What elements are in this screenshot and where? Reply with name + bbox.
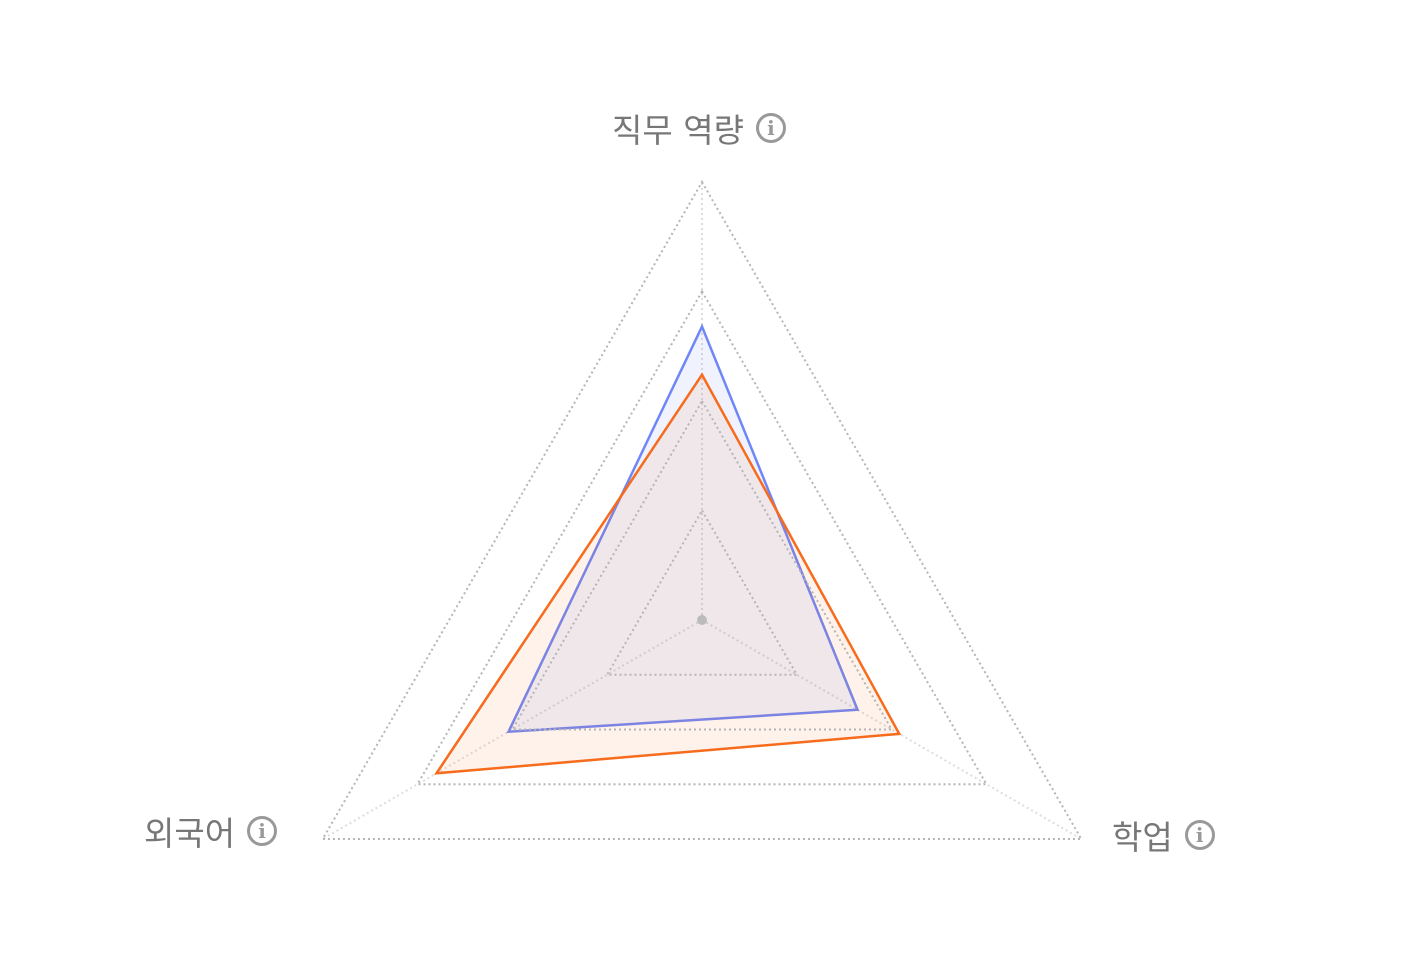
center-point — [697, 615, 707, 625]
info-circle-icon[interactable]: i — [247, 816, 278, 846]
axis-label-academics: 학업 i — [1112, 811, 1215, 859]
axis-label-text: 학업 — [1112, 818, 1173, 857]
grid-ring — [320, 179, 1084, 840]
series-1-polygon — [433, 372, 902, 775]
axis-label-job-skill: 직무 역량 i — [612, 104, 786, 152]
info-circle-icon[interactable]: i — [755, 113, 786, 143]
axis-spoke — [701, 619, 1082, 840]
axis-label-text: 직무 역량 — [612, 111, 744, 150]
info-circle-icon[interactable]: i — [1184, 820, 1215, 850]
axis-label-text: 외국어 — [144, 814, 236, 853]
axis-spoke — [322, 619, 703, 840]
axis-label-foreign-language: 외국어 i — [144, 807, 278, 855]
